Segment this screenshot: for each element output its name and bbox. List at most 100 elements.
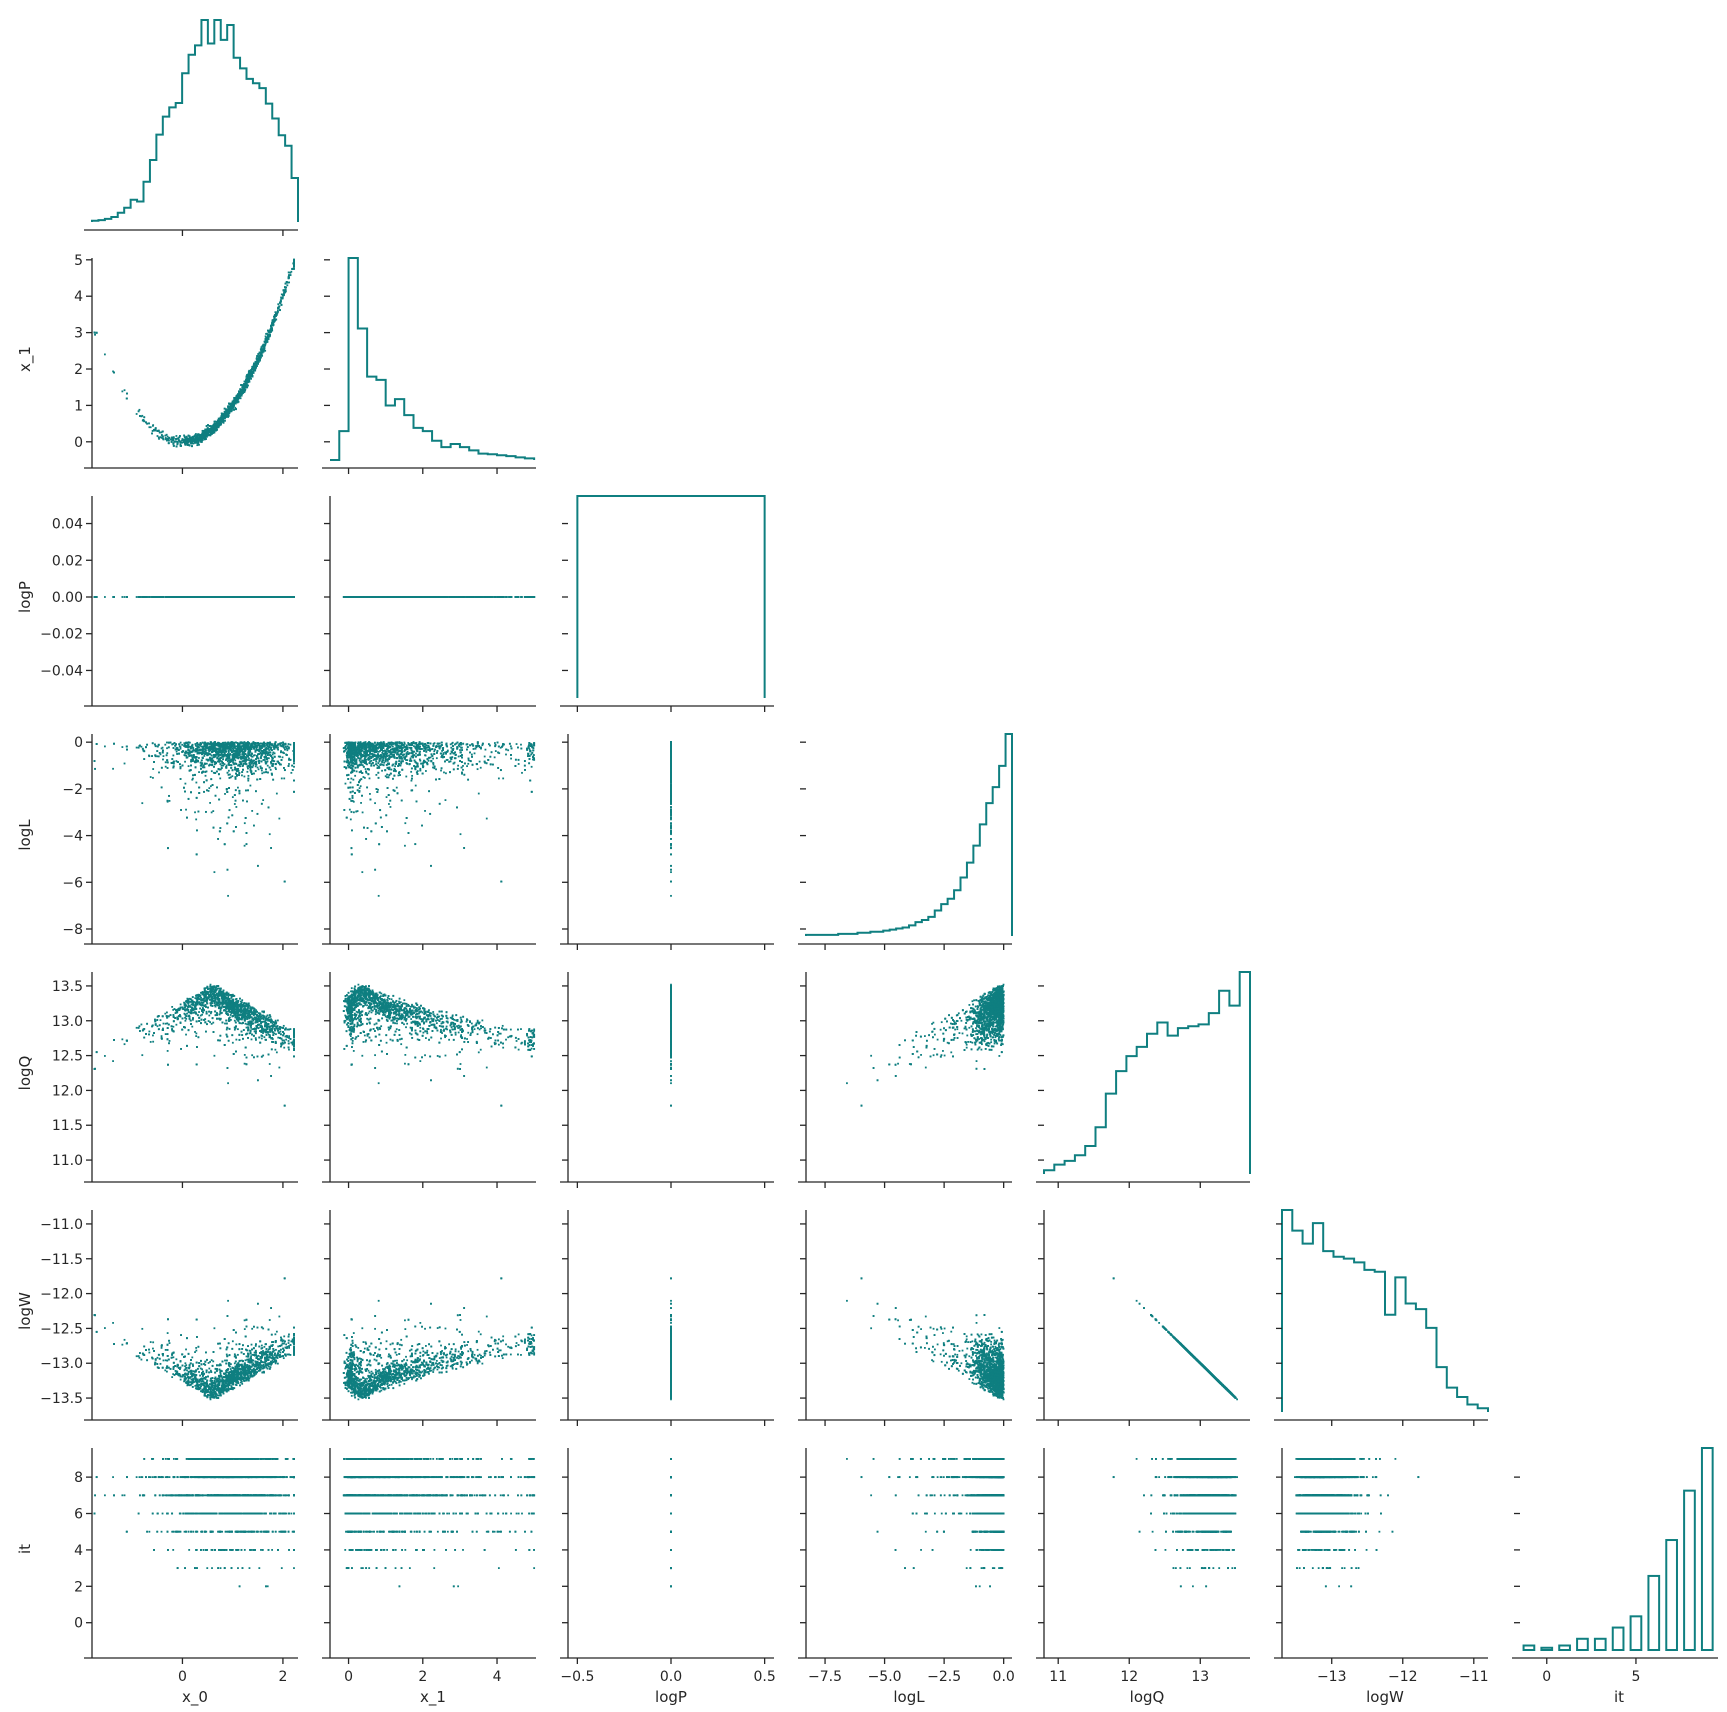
scatter-point [124, 389, 126, 391]
scatter-point [286, 284, 288, 286]
scatter-point [290, 274, 292, 276]
scatter-point [173, 442, 175, 444]
scatter-point [161, 434, 163, 436]
scatter-point [245, 384, 247, 386]
scatter-point [224, 413, 226, 415]
scatter-point [258, 357, 260, 359]
scatter-point [236, 396, 238, 398]
scatter-point [274, 311, 276, 313]
scatter-point [268, 338, 270, 340]
scatter-point [264, 341, 266, 343]
scatter-point [121, 390, 123, 392]
scatter-point [218, 420, 220, 422]
scatter-point [179, 443, 181, 445]
scatter-point [265, 339, 267, 341]
scatter-point [279, 309, 281, 311]
scatter-point [190, 439, 192, 441]
scatter-point [274, 320, 276, 322]
scatter-point [153, 429, 155, 431]
scatter-point [143, 416, 145, 418]
scatter-point [271, 330, 273, 332]
scatter-point [222, 414, 224, 416]
scatter-point [252, 367, 254, 369]
scatter-point [177, 442, 179, 444]
scatter-point [198, 444, 200, 446]
scatter-point [148, 422, 150, 424]
scatter-point [269, 330, 271, 332]
scatter-point [171, 441, 173, 443]
scatter-point [204, 435, 206, 437]
scatter-point [272, 321, 274, 323]
scatter-point [242, 391, 244, 393]
scatter-point [238, 401, 240, 403]
scatter-point [270, 325, 272, 327]
scatter-point [233, 397, 235, 399]
scatter-point [136, 413, 138, 415]
scatter-point [175, 435, 177, 437]
scatter-point [293, 262, 295, 264]
scatter-point [151, 433, 153, 435]
panel-x_1-vs-x_1 [322, 258, 536, 474]
scatter-point [185, 440, 187, 442]
scatter-point [166, 434, 168, 436]
scatter-point [176, 446, 178, 448]
scatter-point [290, 271, 292, 273]
scatter-point [157, 435, 159, 437]
scatter-point [178, 437, 180, 439]
scatter-point [189, 445, 191, 447]
scatter-point [224, 420, 226, 422]
scatter-point [199, 435, 201, 437]
scatter-point [170, 439, 172, 441]
scatter-point [224, 418, 226, 420]
scatter-point [194, 435, 196, 437]
scatter-point [175, 438, 177, 440]
scatter-point [94, 334, 96, 336]
scatter-point [285, 289, 287, 291]
scatter-point [178, 439, 180, 441]
scatter-point [226, 416, 228, 418]
scatter-point [188, 435, 190, 437]
scatter-point [201, 440, 203, 442]
scatter-point [215, 429, 217, 431]
scatter-point [202, 436, 204, 438]
scatter-point [242, 389, 244, 391]
scatter-point [210, 428, 212, 430]
scatter-point [232, 401, 234, 403]
scatter-point [293, 268, 295, 270]
scatter-point [223, 422, 225, 424]
scatter-point [284, 286, 286, 288]
scatter-point [275, 313, 277, 315]
y-axis-label: x_1 [16, 346, 35, 372]
scatter-point [288, 275, 290, 277]
scatter-point [235, 408, 237, 410]
scatter-point [141, 415, 143, 417]
scatter-point [227, 414, 229, 416]
scatter-point [261, 352, 263, 354]
scatter-point [94, 332, 96, 334]
scatter-point [281, 304, 283, 306]
scatter-point [219, 421, 221, 423]
scatter-point [207, 427, 209, 429]
scatter-point [158, 438, 160, 440]
scatter-point [216, 424, 218, 426]
scatter-point [244, 386, 246, 388]
histogram-x_1 [330, 258, 534, 460]
scatter-point [188, 440, 190, 442]
scatter-point [145, 421, 147, 423]
scatter-point [225, 409, 227, 411]
y-tick-label: 0 [74, 435, 83, 451]
scatter-point [197, 437, 199, 439]
scatter-point [265, 336, 267, 338]
scatter-point [142, 419, 144, 421]
scatter-point [162, 431, 164, 433]
scatter-point [267, 334, 269, 336]
scatter-point [269, 334, 271, 336]
scatter-point [155, 427, 157, 429]
scatter-point [246, 376, 248, 378]
scatter-point [179, 435, 181, 437]
scatter-point [255, 361, 257, 363]
scatter-point [198, 439, 200, 441]
scatter-point [291, 268, 293, 270]
scatter-point [121, 596, 123, 598]
